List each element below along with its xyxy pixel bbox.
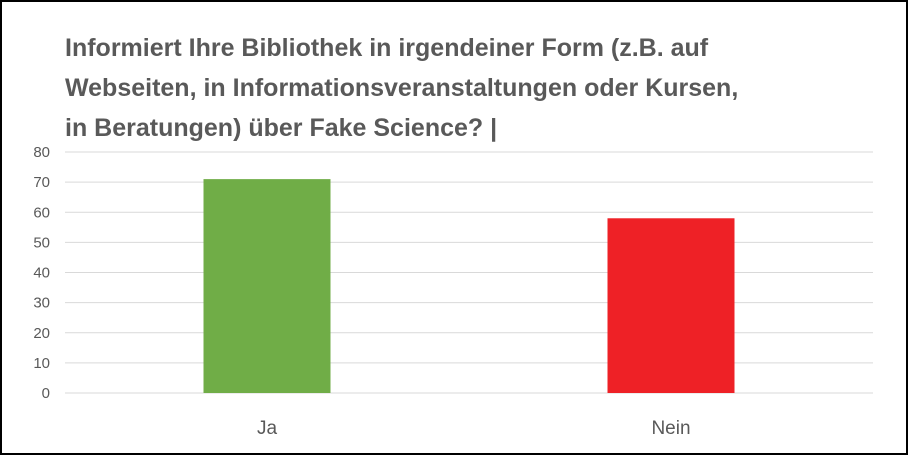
bar-nein xyxy=(607,218,735,393)
y-tick-label: 10 xyxy=(33,355,50,372)
chart-title-line-3: in Beratungen) über Fake Science? | xyxy=(65,114,498,142)
chart-title: Informiert Ihre Bibliothek in irgendeine… xyxy=(65,28,825,148)
y-tick-label: 20 xyxy=(33,325,50,342)
y-tick-label: 50 xyxy=(33,234,50,251)
chart-title-line-1: Informiert Ihre Bibliothek in irgendeine… xyxy=(65,34,709,62)
x-category-label: Nein xyxy=(651,418,690,439)
y-axis-ticks: 0 10 20 30 40 50 60 70 80 xyxy=(33,144,50,402)
y-tick-label: 70 xyxy=(33,174,50,191)
y-tick-label: 40 xyxy=(33,265,50,282)
y-tick-label: 60 xyxy=(33,204,50,221)
gridlines xyxy=(65,151,873,394)
chart-title-line-2: Webseiten, in Informationsveranstaltunge… xyxy=(65,74,739,102)
y-tick-label: 30 xyxy=(33,295,50,312)
bars xyxy=(203,179,735,393)
bar-ja xyxy=(203,179,331,393)
x-category-label: Ja xyxy=(257,418,278,439)
x-axis-labels: Ja Nein xyxy=(257,418,691,439)
y-tick-label: 0 xyxy=(42,385,50,402)
y-tick-label: 80 xyxy=(33,144,50,161)
